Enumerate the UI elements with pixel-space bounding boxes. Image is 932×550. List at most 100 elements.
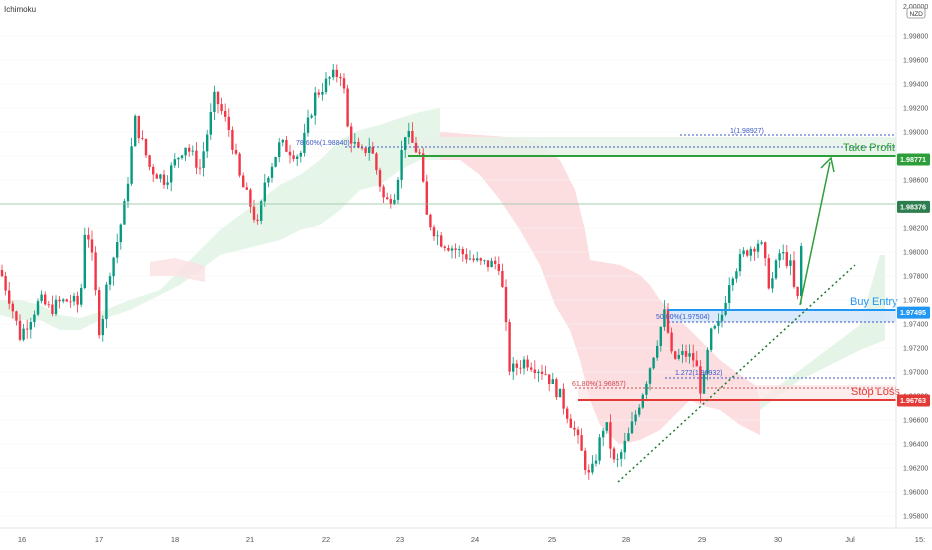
indicator-label: Ichimoku [4, 5, 36, 14]
candle-body [180, 155, 184, 158]
candle-body [515, 363, 518, 368]
candle-body [742, 250, 745, 255]
candle-body [141, 138, 144, 139]
candle-body [764, 242, 767, 259]
candle-body [11, 303, 14, 312]
cloud-red-main [440, 132, 760, 445]
y-tick-label: 1.98000 [903, 250, 928, 257]
time-axis[interactable]: 16 17 18 21 22 23 24 25 28 29 30 Jul 15: [18, 535, 925, 544]
y-tick-label: 1.99600 [903, 58, 928, 65]
candle-body [260, 201, 263, 221]
candle-body [224, 111, 227, 117]
x-tick-label: 24 [471, 535, 479, 544]
x-tick-label: 16 [18, 535, 26, 544]
candle-body [292, 155, 295, 159]
candle-body [443, 246, 446, 249]
candle-body [40, 294, 43, 302]
candle-body [22, 328, 25, 340]
candle-body [501, 270, 504, 288]
candle-body [728, 285, 731, 303]
candle-body [238, 153, 241, 176]
buy-entry-label: Buy Entry [850, 296, 898, 308]
candle-body [101, 319, 104, 336]
candle-body [54, 299, 58, 314]
fib-50-label: 50.00%(1.97504) [656, 314, 710, 321]
candle-body [90, 239, 94, 253]
candle-body [638, 407, 641, 415]
candle-body [285, 139, 288, 152]
candle-body [540, 371, 544, 374]
candle-body [108, 276, 112, 285]
candle-body [51, 304, 54, 314]
candle-body [605, 422, 608, 431]
candle-body [623, 440, 626, 453]
candle-body [789, 260, 792, 266]
candle-body [562, 388, 565, 409]
candle-body [62, 299, 65, 302]
x-tick-label: 15: [915, 535, 925, 544]
candle-body [33, 314, 36, 323]
candle-body [80, 287, 83, 305]
take-profit-label: Take Profit [843, 142, 895, 154]
candle-body [436, 235, 439, 237]
candle-body [555, 379, 558, 398]
candle-body [65, 299, 68, 302]
candle-body [717, 320, 720, 326]
candle-body [119, 224, 122, 243]
candle-body [170, 165, 173, 183]
candle-body [134, 115, 137, 147]
candle-body [785, 252, 788, 266]
candle-body [476, 258, 479, 261]
x-tick-label: Jul [845, 535, 855, 544]
candle-body [220, 104, 223, 112]
candle-body [627, 433, 630, 441]
y-tick-label: 1.99200 [903, 106, 928, 113]
candle-body [724, 302, 727, 315]
candle-body [396, 179, 400, 200]
candle-body [278, 142, 281, 157]
candle-body [630, 421, 634, 434]
candle-body [288, 151, 292, 156]
candle-body [699, 366, 702, 394]
stop-loss-label: Stop Loss [851, 386, 900, 398]
candle-body [335, 69, 338, 77]
candle-body [512, 363, 515, 372]
candle-body [573, 427, 576, 430]
candle-body [130, 146, 133, 184]
candle-body [450, 248, 454, 251]
take-profit-zone [408, 137, 896, 157]
candle-body [332, 69, 335, 78]
candle-body [771, 278, 774, 289]
candle-body [684, 351, 688, 357]
candle-body [407, 130, 410, 138]
candle-body [749, 248, 752, 256]
candle-body [87, 234, 90, 240]
candle-body [634, 414, 637, 422]
candle-body [490, 260, 493, 268]
price-level-tags: 1.98771 1.98376 1.97495 1.96763 [897, 153, 930, 407]
candle-body [447, 248, 450, 251]
candle-body [746, 250, 749, 256]
candle-body [587, 469, 590, 473]
candle-body [609, 422, 612, 449]
candle-body [620, 452, 623, 459]
candle-body [659, 326, 662, 346]
candle-body [414, 142, 418, 153]
candle-body [317, 92, 320, 95]
candle-body [720, 314, 724, 321]
candle-body [357, 141, 360, 148]
candle-body [681, 351, 684, 355]
candle-body [245, 187, 248, 190]
candle-body [458, 249, 461, 250]
candle-body [735, 271, 738, 279]
candle-body [648, 368, 652, 384]
candle-body [429, 214, 432, 228]
candle-body [688, 353, 691, 357]
candle-body [8, 290, 11, 304]
candle-body [522, 359, 526, 369]
candle-body [155, 174, 158, 179]
price-axis[interactable]: 1.958001.960001.962001.964001.966001.968… [903, 34, 928, 521]
candle-body [440, 235, 443, 247]
candle-body [321, 92, 324, 95]
